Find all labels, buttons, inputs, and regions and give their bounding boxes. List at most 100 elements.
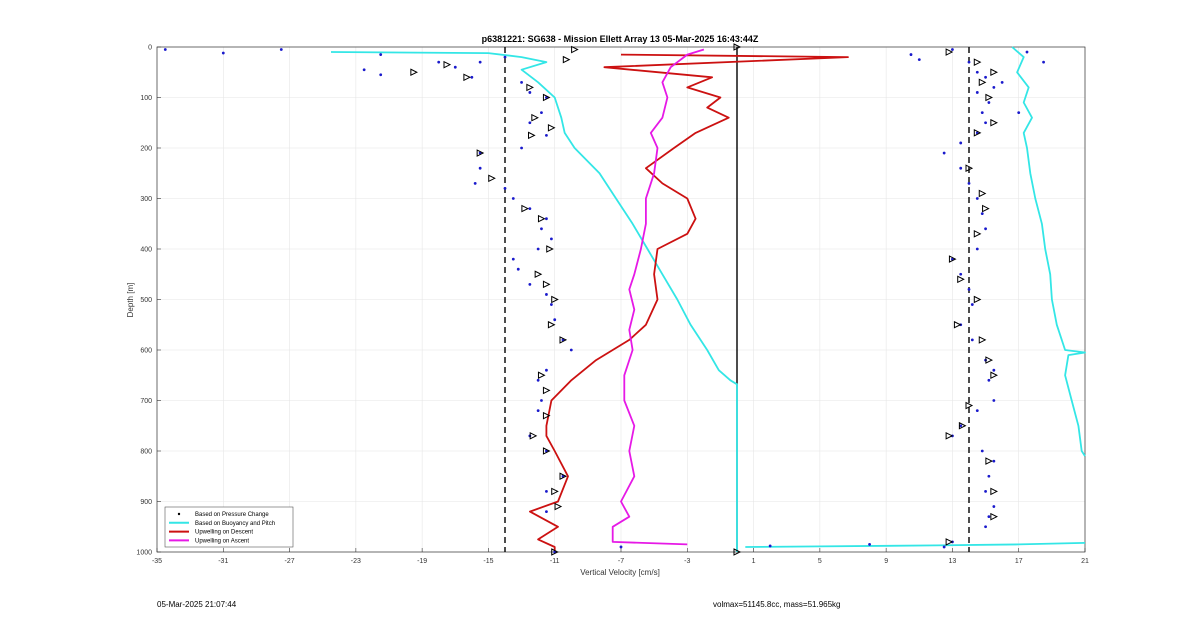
pressure-change-marker [470,75,474,79]
pressure-change-marker [553,318,557,322]
pressure-change-marker [1000,80,1004,84]
triangle-marker [973,58,982,66]
y-tick-label: 500 [140,297,152,304]
x-tick-label: -3 [684,558,690,565]
pressure-change-marker [1025,50,1029,54]
pressure-change-marker [503,187,507,190]
pressure-change-marker [951,48,954,51]
triangle-marker [990,512,998,521]
x-tick-label: 17 [1015,558,1023,565]
pressure-change-marker [545,490,548,493]
pressure-change-marker [975,91,979,94]
series-line [1011,46,1086,457]
pressure-change-marker [967,181,971,185]
pressure-change-marker [959,141,963,145]
x-tick-label: -15 [483,558,493,565]
x-tick-label: 5 [818,558,822,565]
pressure-change-marker [478,166,482,170]
triangle-marker [542,93,551,102]
legend-swatch [177,512,181,516]
triangle-marker [985,356,994,364]
triangle-marker [948,255,957,263]
pressure-change-marker [768,544,772,548]
triangle-marker [542,447,551,455]
pressure-change-marker [967,60,971,64]
pressure-change-marker [528,121,532,125]
pressure-change-marker [279,48,283,51]
pressure-change-marker [984,75,987,79]
pressure-change-marker [528,207,532,211]
legend-label: Based on Buoyancy and Pitch [195,521,275,527]
x-tick-label: 13 [949,558,957,565]
pressure-change-marker [511,257,515,261]
triangle-marker [529,432,538,440]
triangle-marker [542,280,551,289]
pressure-change-marker [992,399,996,402]
pressure-change-marker [1042,60,1045,64]
y-tick-label: 1000 [136,550,152,557]
triangle-marker [945,48,954,56]
pressure-change-marker [453,65,457,69]
pressure-change-marker [980,111,984,115]
triangle-marker [965,164,974,173]
pressure-change-marker [362,68,366,72]
pressure-change-marker [545,368,548,372]
pressure-change-marker [959,272,963,276]
pressure-change-marker [984,490,987,493]
triangle-marker [953,320,962,329]
y-tick-label: 100 [140,95,152,102]
triangle-marker [990,487,998,496]
y-tick-label: 800 [140,449,152,456]
legend-label: Upwelling on Descent [195,530,253,536]
pressure-change-marker [503,55,507,59]
triangle-marker [547,320,556,329]
pressure-change-marker [917,58,921,62]
triangle-marker [526,83,534,92]
pressure-change-marker [970,303,974,306]
triangle-marker [978,336,987,344]
pressure-change-marker [984,525,987,529]
triangle-marker [562,55,571,64]
pressure-change-marker [984,121,987,125]
legend-label: Based on Pressure Change [195,512,269,518]
pressure-change-marker [528,91,532,94]
x-tick-label: -27 [285,558,295,565]
x-tick-label: -7 [618,558,624,565]
series-line [745,542,1086,548]
pressure-change-marker [619,545,623,549]
pressure-change-marker [540,227,543,231]
series-line [529,53,849,552]
y-tick-label: 0 [148,45,152,52]
y-tick-label: 700 [140,398,152,405]
pressure-change-marker [992,459,996,463]
x-tick-label: -35 [152,558,162,565]
triangle-marker [551,295,559,304]
footer-timestamp: 05-Mar-2025 21:07:44 [157,600,237,609]
pressure-change-marker [540,111,543,115]
triangle-marker [985,457,994,465]
triangle-marker [945,538,954,546]
triangle-marker [973,230,982,238]
y-axis-label: Depth [m] [126,283,135,318]
triangle-marker [978,78,987,87]
y-tick-label: 900 [140,499,152,506]
pressure-change-marker [987,515,991,519]
triangle-marker [534,270,543,279]
pressure-change-marker [540,399,543,402]
plot-area: -35 -31 -27 -23 -19 -15 -11 -7 -3 1 5 9 13 17 21010020… [136,43,1089,565]
pressure-change-marker [1017,111,1021,115]
triangle-marker [733,548,742,556]
pressure-change-marker [987,378,991,382]
triangle-marker [547,123,556,132]
pressure-change-marker [987,474,991,478]
pressure-change-marker [221,51,225,55]
pressure-change-marker [536,409,540,412]
y-tick-label: 300 [140,196,152,203]
x-tick-label: -11 [550,558,560,565]
pressure-change-marker [992,86,996,89]
triangle-marker [982,204,990,213]
triangle-marker [965,401,974,410]
triangle-marker [542,411,551,420]
pressure-change-marker [987,101,991,104]
